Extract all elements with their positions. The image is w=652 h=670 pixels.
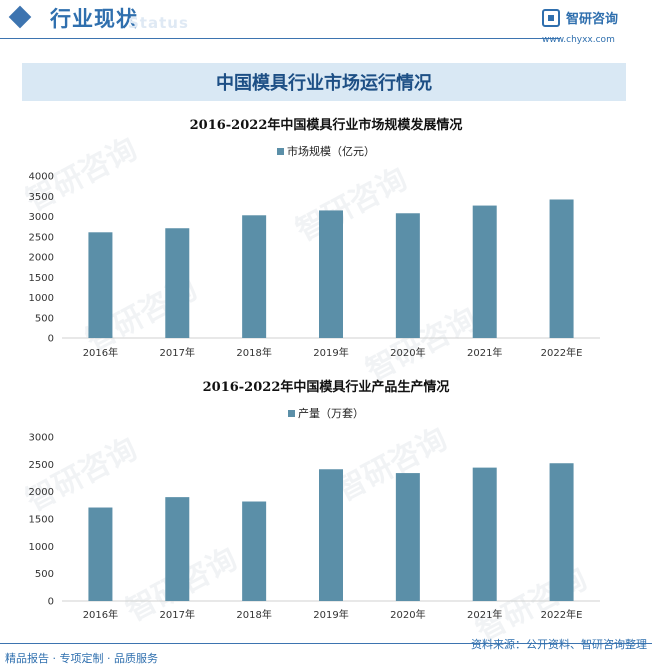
x-tick-label: 2022年E <box>541 608 583 621</box>
y-tick-label: 1500 <box>29 273 54 284</box>
bar <box>472 205 497 338</box>
y-tick-label: 2500 <box>29 460 54 471</box>
y-tick-label: 1000 <box>29 542 54 553</box>
y-tick-label: 2000 <box>29 487 54 498</box>
y-tick-label: 1500 <box>29 515 54 526</box>
bar <box>165 497 190 601</box>
section-banner: 中国模具行业市场运行情况 <box>22 63 626 101</box>
y-tick-label: 2500 <box>29 232 54 243</box>
x-tick-label: 2017年 <box>160 608 195 621</box>
header-divider <box>0 38 560 39</box>
y-tick-label: 2000 <box>29 253 54 264</box>
x-tick-label: 2019年 <box>313 346 348 359</box>
y-tick-label: 0 <box>48 334 54 345</box>
x-tick-label: 2017年 <box>160 346 195 359</box>
chart-title: 2016-2022年中国模具行业产品生产情况 <box>202 380 450 395</box>
chart-title: 2016-2022年中国模具行业市场规模发展情况 <box>189 118 463 133</box>
footer-slogan: 精品报告 · 专项定制 · 品质服务 <box>5 652 158 665</box>
footer-source: 资料来源：公开资料、智研咨询整理 <box>471 638 647 651</box>
y-tick-label: 500 <box>35 569 54 580</box>
x-tick-label: 2018年 <box>236 346 271 359</box>
bar <box>549 199 574 338</box>
y-tick-label: 3000 <box>29 433 54 444</box>
x-tick-label: 2021年 <box>467 608 502 621</box>
y-tick-label: 3000 <box>29 212 54 223</box>
bar <box>242 501 267 601</box>
x-tick-label: 2016年 <box>83 346 118 359</box>
section-title: 行业现状 <box>50 7 138 31</box>
legend-swatch <box>288 409 295 417</box>
x-tick-label: 2022年E <box>541 346 583 359</box>
legend-label: 产量（万套） <box>298 407 364 420</box>
y-tick-label: 4000 <box>29 172 54 183</box>
brand-name: 智研咨询 <box>566 12 619 27</box>
footer-divider <box>0 643 652 644</box>
x-tick-label: 2020年 <box>390 346 425 359</box>
y-tick-label: 3500 <box>29 192 54 203</box>
brand-url: www.chyxx.com <box>542 35 615 45</box>
bar <box>88 507 113 601</box>
y-tick-label: 1000 <box>29 293 54 304</box>
bar <box>549 463 574 601</box>
x-tick-label: 2020年 <box>390 608 425 621</box>
page-header: 行业现状 Status <box>0 0 652 46</box>
x-tick-label: 2019年 <box>313 608 348 621</box>
bar <box>472 467 497 601</box>
y-tick-label: 500 <box>35 313 54 324</box>
section-subtitle-ghost: Status <box>128 14 189 32</box>
bar <box>242 215 267 338</box>
legend-label: 市场规模（亿元） <box>287 145 375 158</box>
x-tick-label: 2016年 <box>83 608 118 621</box>
bar <box>165 228 190 338</box>
brand-logo: 智研咨询 www.chyxx.com <box>542 6 642 46</box>
y-tick-label: 0 <box>48 597 54 608</box>
x-tick-label: 2021年 <box>467 346 502 359</box>
bar <box>319 469 343 601</box>
brand-logo-icon <box>542 9 560 27</box>
chart-legend: 产量（万套） <box>0 405 652 421</box>
bar <box>319 210 343 338</box>
legend-swatch <box>277 147 284 155</box>
bar <box>88 232 113 338</box>
x-tick-label: 2018年 <box>236 608 271 621</box>
chart-legend: 市场规模（亿元） <box>0 143 652 159</box>
bar <box>395 213 420 338</box>
bar <box>395 473 420 601</box>
